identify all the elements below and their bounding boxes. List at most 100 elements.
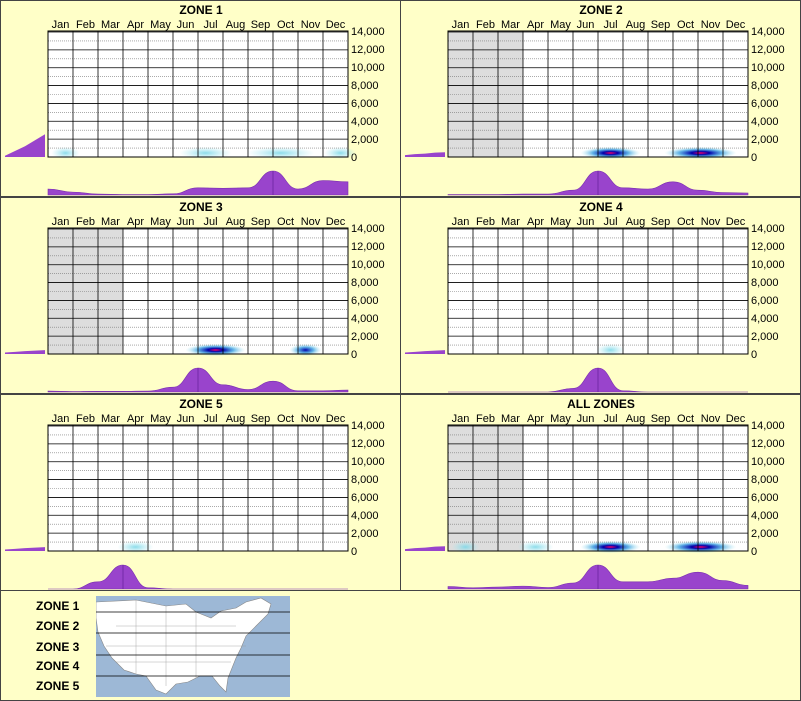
month-label: Feb bbox=[476, 216, 495, 228]
y-tick-label: 14,000 bbox=[751, 26, 785, 38]
y-tick-label: 6,000 bbox=[351, 492, 379, 504]
month-label: May bbox=[150, 216, 171, 228]
heat-spot bbox=[451, 541, 480, 553]
heat-spot bbox=[179, 147, 232, 159]
y-tick-label: 6,000 bbox=[751, 295, 779, 307]
month-label: Aug bbox=[226, 216, 246, 228]
y-tick-label: 12,000 bbox=[351, 44, 385, 56]
heat-spot bbox=[580, 541, 641, 553]
month-label: Jul bbox=[603, 216, 617, 228]
y-tick-label: 2,000 bbox=[351, 331, 379, 343]
month-label: Apr bbox=[127, 216, 144, 228]
month-label: Jun bbox=[177, 19, 195, 31]
chart-title: ZONE 4 bbox=[579, 200, 623, 214]
month-label: Nov bbox=[301, 413, 321, 425]
month-label: Feb bbox=[476, 413, 495, 425]
chart-svg: ZONE 4 Jan Feb Mar Apr May Jun Jul Aug Sep Oct Nov D… bbox=[405, 200, 785, 393]
y-tick-label: 12,000 bbox=[351, 241, 385, 253]
month-label: Jan bbox=[52, 19, 70, 31]
month-label: Feb bbox=[76, 216, 95, 228]
y-tick-label: 10,000 bbox=[751, 456, 785, 468]
month-label: Nov bbox=[301, 19, 321, 31]
y-tick-label: 8,000 bbox=[351, 80, 379, 92]
elevation-profile bbox=[405, 152, 445, 157]
month-label: Jul bbox=[203, 19, 217, 31]
month-label: Dec bbox=[326, 413, 346, 425]
month-label: Nov bbox=[701, 413, 721, 425]
y-tick-label: 12,000 bbox=[751, 241, 785, 253]
zone-panel-4: ZONE 4 Jan Feb Mar Apr May Jun Jul Aug Sep Oct Nov D… bbox=[400, 197, 801, 394]
month-label: Feb bbox=[76, 413, 95, 425]
month-label: Feb bbox=[476, 19, 495, 31]
grid-border bbox=[447, 424, 749, 552]
y-tick-label: 10,000 bbox=[351, 456, 385, 468]
y-tick-label: 6,000 bbox=[351, 295, 379, 307]
y-tick-label: 12,000 bbox=[751, 438, 785, 450]
seasonal-area bbox=[47, 170, 349, 196]
heat-spot bbox=[596, 344, 625, 356]
month-label: Mar bbox=[101, 216, 120, 228]
shaded-month bbox=[473, 31, 498, 157]
month-label: Sep bbox=[651, 19, 671, 31]
month-label: Sep bbox=[251, 216, 271, 228]
month-label: Jan bbox=[452, 413, 470, 425]
legend-zone-5: ZONE 5 bbox=[36, 679, 80, 693]
heat-spot bbox=[289, 344, 322, 356]
shaded-month bbox=[448, 31, 473, 157]
grid-border bbox=[47, 30, 349, 158]
chart-title: ALL ZONES bbox=[567, 397, 635, 411]
y-tick-label: 2,000 bbox=[751, 331, 779, 343]
month-label: Aug bbox=[226, 19, 246, 31]
shaded-month bbox=[498, 31, 523, 157]
zone-panel-1: ZONE 1 Jan Feb Mar Apr May Jun Jul Aug Sep Oct Nov D… bbox=[0, 0, 401, 197]
grid-border bbox=[447, 30, 749, 158]
y-tick-label: 0 bbox=[751, 349, 757, 361]
shaded-month bbox=[73, 228, 98, 354]
shaded-month bbox=[98, 228, 123, 354]
month-label: Aug bbox=[626, 19, 646, 31]
month-label: Apr bbox=[127, 413, 144, 425]
month-label: May bbox=[550, 216, 571, 228]
y-tick-label: 0 bbox=[751, 152, 757, 164]
y-tick-label: 0 bbox=[351, 349, 357, 361]
month-label: Aug bbox=[226, 413, 246, 425]
month-label: Nov bbox=[701, 216, 721, 228]
y-tick-label: 12,000 bbox=[351, 438, 385, 450]
chart-title: ZONE 2 bbox=[579, 3, 623, 17]
y-tick-label: 8,000 bbox=[751, 474, 779, 486]
month-label: Jun bbox=[577, 413, 595, 425]
y-tick-label: 4,000 bbox=[351, 313, 379, 325]
y-tick-label: 0 bbox=[351, 546, 357, 558]
month-label: Oct bbox=[677, 413, 694, 425]
y-tick-label: 2,000 bbox=[751, 528, 779, 540]
zone-map bbox=[96, 596, 290, 697]
chart-svg: ZONE 2 Jan Feb Mar Apr May Jun Jul Aug Sep Oct Nov D… bbox=[405, 3, 785, 196]
chart-title: ZONE 3 bbox=[179, 200, 223, 214]
month-label: Apr bbox=[127, 19, 144, 31]
shaded-month bbox=[498, 425, 523, 551]
legend-zone-1: ZONE 1 bbox=[36, 599, 80, 613]
heat-spot bbox=[517, 541, 554, 553]
month-label: Jul bbox=[203, 216, 217, 228]
chart-title: ZONE 1 bbox=[179, 3, 223, 17]
y-tick-label: 14,000 bbox=[351, 223, 385, 235]
month-label: Dec bbox=[726, 19, 746, 31]
heat-spot bbox=[117, 541, 154, 553]
y-tick-label: 4,000 bbox=[751, 510, 779, 522]
y-tick-label: 10,000 bbox=[751, 259, 785, 271]
zone-panel-3: ZONE 3 Jan Feb Mar Apr May Jun Jul Aug Sep Oct Nov D… bbox=[0, 197, 401, 394]
y-tick-label: 8,000 bbox=[751, 277, 779, 289]
seasonal-area bbox=[47, 564, 348, 590]
heat-spot bbox=[664, 541, 737, 553]
elevation-profile bbox=[405, 546, 445, 551]
y-tick-label: 4,000 bbox=[751, 313, 779, 325]
chart-svg: ZONE 1 Jan Feb Mar Apr May Jun Jul Aug Sep Oct Nov D… bbox=[5, 3, 385, 196]
y-tick-label: 2,000 bbox=[351, 134, 379, 146]
month-label: Oct bbox=[277, 216, 294, 228]
month-label: Jan bbox=[52, 413, 70, 425]
y-tick-label: 8,000 bbox=[751, 80, 779, 92]
y-tick-label: 10,000 bbox=[751, 62, 785, 74]
month-label: Jun bbox=[577, 216, 595, 228]
shaded-month bbox=[448, 425, 473, 551]
y-tick-label: 10,000 bbox=[351, 259, 385, 271]
